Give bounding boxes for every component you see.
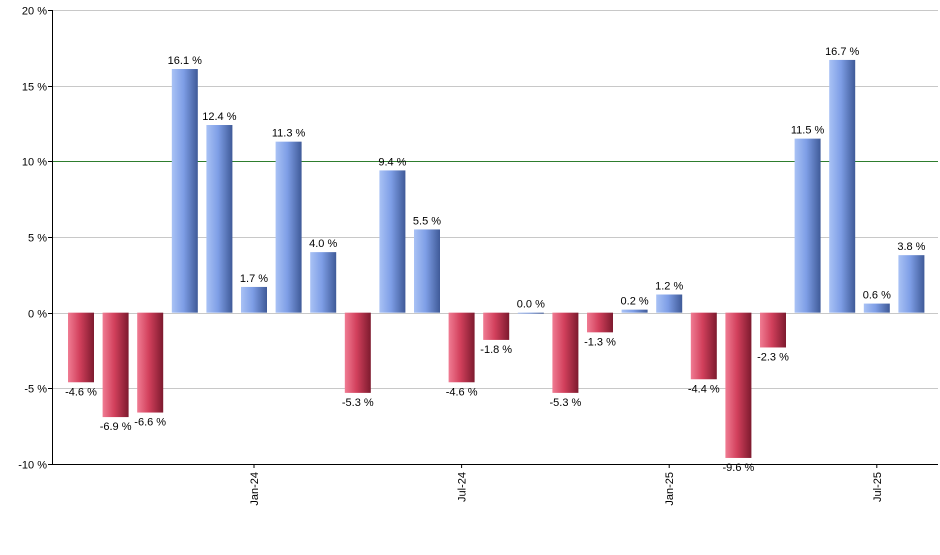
bar (517, 312, 544, 314)
data-label: -1.3 % (584, 336, 616, 348)
data-label: -6.9 % (100, 421, 132, 433)
bar (448, 312, 475, 383)
x-tick-label: Jan-25 (664, 472, 676, 506)
data-label: 5.5 % (413, 215, 441, 227)
bar (863, 303, 890, 313)
x-tick-label: Jan-24 (249, 472, 261, 506)
data-label: -2.3 % (757, 351, 789, 363)
bar (725, 312, 752, 458)
y-tick-label: -10 % (18, 460, 47, 472)
data-label: -4.6 % (65, 386, 97, 398)
data-label: -9.6 % (723, 462, 755, 474)
bar (587, 312, 613, 333)
data-label: -4.4 % (688, 383, 720, 395)
y-tick-label: 5 % (28, 233, 47, 245)
data-label: 3.8 % (897, 241, 925, 253)
data-label: 1.2 % (655, 281, 683, 293)
bar (829, 59, 856, 313)
bar (690, 312, 717, 380)
y-tick-label: 20 % (22, 6, 47, 18)
bar (137, 312, 164, 413)
data-label: 1.7 % (240, 273, 268, 285)
data-label: -4.6 % (446, 386, 478, 398)
data-label: 11.5 % (791, 125, 825, 137)
bar (414, 229, 440, 313)
data-label: 0.6 % (863, 290, 891, 302)
bar (656, 294, 683, 313)
bar (344, 312, 371, 393)
bar (483, 312, 510, 340)
x-tick-label: Jul-24 (457, 472, 469, 502)
bar (621, 309, 648, 313)
bar (310, 252, 337, 313)
bar (275, 141, 302, 313)
data-label: 16.1 % (168, 55, 202, 67)
data-label: 0.0 % (517, 299, 545, 311)
bar (898, 255, 925, 313)
data-label: -5.3 % (550, 397, 582, 409)
bar (552, 312, 579, 393)
bar (241, 286, 267, 313)
y-tick-label: 10 % (22, 157, 47, 169)
bar (379, 170, 406, 313)
data-label: 11.3 % (272, 128, 306, 140)
data-label: 16.7 % (825, 46, 859, 58)
bar (760, 312, 786, 348)
data-label: 4.0 % (309, 238, 337, 250)
data-label: -1.8 % (480, 344, 512, 356)
data-label: -5.3 % (342, 397, 374, 409)
bar (206, 125, 233, 313)
data-label: 0.2 % (621, 296, 649, 308)
bar (102, 312, 129, 418)
bar (794, 138, 821, 313)
bar (68, 312, 94, 383)
bar (171, 69, 198, 313)
data-label: -6.6 % (134, 417, 166, 429)
y-tick-label: 0 % (28, 309, 47, 321)
data-label: 9.4 % (378, 156, 406, 168)
y-tick-label: 15 % (22, 82, 47, 94)
x-tick-label: Jul-25 (872, 472, 884, 502)
y-tick-label: -5 % (24, 384, 47, 396)
data-label: 12.4 % (202, 111, 236, 123)
